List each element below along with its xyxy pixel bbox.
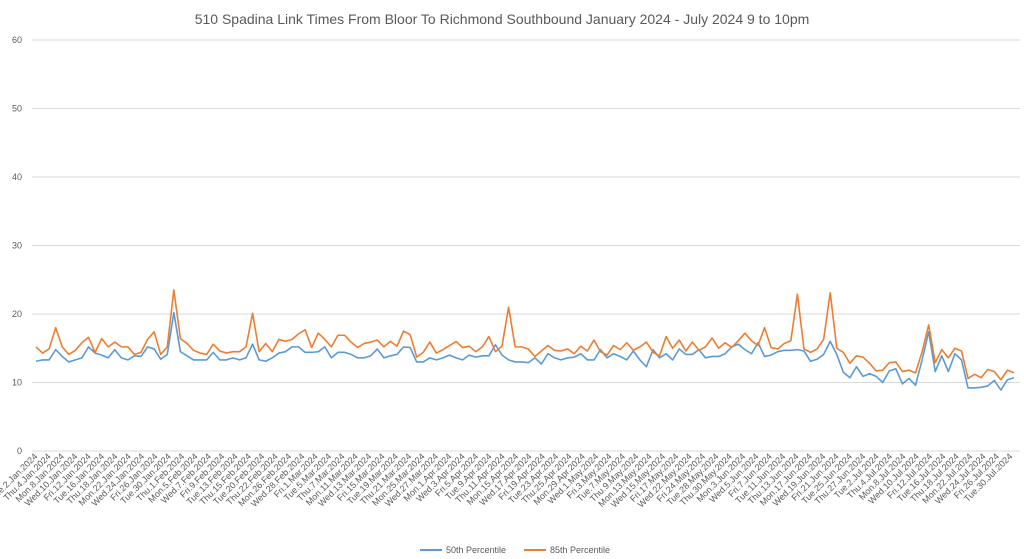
y-axis-tick-labels: 0 10 20 30 40 50 60 <box>12 35 22 456</box>
legend: 50th Percentile 85th Percentile <box>420 545 610 555</box>
y-tick-label: 20 <box>12 309 22 319</box>
chart-title: 510 Spadina Link Times From Bloor To Ric… <box>195 11 810 27</box>
y-tick-label: 60 <box>12 35 22 45</box>
series-line-1 <box>35 289 1015 381</box>
x-axis-tick-labels: Tue.2.Jan.2024Thu.4.Jan.2024Mon.8.Jan.20… <box>0 451 1014 509</box>
series-lines <box>35 289 1015 391</box>
y-tick-label: 0 <box>17 446 22 456</box>
legend-label: 50th Percentile <box>446 545 506 555</box>
y-tick-label: 50 <box>12 104 22 114</box>
legend-label: 85th Percentile <box>550 545 610 555</box>
gridlines <box>32 39 1020 452</box>
y-tick-label: 30 <box>12 241 22 251</box>
y-tick-label: 40 <box>12 172 22 182</box>
series-line-0 <box>35 311 1015 391</box>
y-tick-label: 10 <box>12 378 22 388</box>
